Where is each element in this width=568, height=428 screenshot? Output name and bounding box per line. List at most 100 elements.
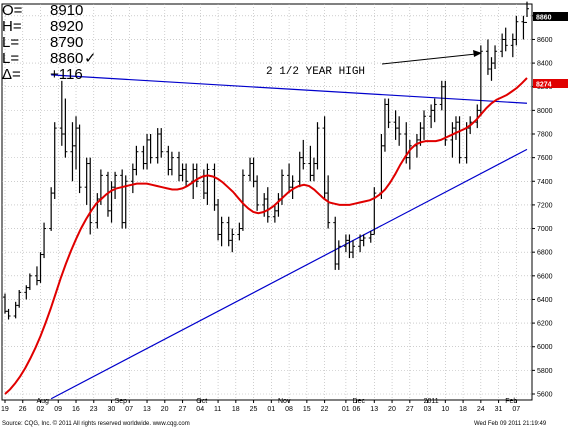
y-tick-label: 7400 <box>537 179 553 186</box>
price-bar <box>77 124 82 194</box>
price-bar <box>240 169 245 231</box>
price-bar <box>361 234 366 247</box>
y-tick-label: 5600 <box>537 392 553 399</box>
price-bar <box>169 151 174 176</box>
annotation-text: 2 1/2 YEAR HIGH <box>266 66 365 78</box>
close-value: 8860 <box>50 50 83 67</box>
y-tick-label: 7800 <box>537 132 553 139</box>
price-bar <box>230 228 235 253</box>
price-bar <box>315 122 320 170</box>
x-tick-label: 19 <box>1 406 9 413</box>
price-bar <box>525 1 529 23</box>
price-bar <box>123 175 128 229</box>
x-tick-label: 16 <box>72 406 80 413</box>
y-tick-label: 5800 <box>537 368 553 375</box>
month-label: Feb <box>505 398 517 405</box>
ohlc-readout: O= 8910 H= 8920 L= 8790 L= 8860 ✓ Δ= +11… <box>2 2 97 83</box>
open-label: O= <box>2 2 23 19</box>
x-tick-label: 09 <box>54 406 62 413</box>
ma-price-box <box>533 79 568 88</box>
plot-frame <box>1 3 533 401</box>
y-tick-label: 7000 <box>537 226 553 233</box>
price-bar <box>52 122 57 199</box>
month-label: Sep <box>115 398 128 405</box>
high-label: H= <box>2 18 22 35</box>
price-bar <box>205 163 210 205</box>
footer-copyright: Source: CQG, Inc. © 2011 All rights rese… <box>2 420 190 427</box>
x-tick-label: 27 <box>179 406 187 413</box>
support-trendline <box>50 148 528 400</box>
x-tick-label: 15 <box>303 406 311 413</box>
resistance-trendline <box>51 74 528 104</box>
x-tick-label: 20 <box>388 406 396 413</box>
price-bar <box>503 27 508 52</box>
low-label: L= <box>2 34 19 51</box>
price-bar <box>478 45 483 117</box>
price-bar <box>290 175 295 199</box>
ma-price-label: 8274 <box>536 82 552 89</box>
price-bar <box>27 273 32 290</box>
price-bar <box>422 110 427 140</box>
x-tick-label: 04 <box>196 406 204 413</box>
price-bar <box>88 157 93 235</box>
annotation-arrowhead <box>473 50 482 57</box>
price-bar <box>372 187 377 235</box>
y-tick-label: 7200 <box>537 202 553 209</box>
x-tick-label: 03 <box>424 406 432 413</box>
x-tick-label: 20 <box>161 406 169 413</box>
price-bar <box>159 128 164 158</box>
price-bar <box>397 116 402 146</box>
price-bar <box>386 98 391 129</box>
x-tick-label: 13 <box>370 406 378 413</box>
month-label: Nov <box>278 398 291 405</box>
annotation-arrow <box>381 53 477 65</box>
x-tick-label: 18 <box>459 406 467 413</box>
price-bar <box>265 187 270 223</box>
x-tick-label: 06 <box>353 406 361 413</box>
x-tick-label: 26 <box>19 406 27 413</box>
x-tick-label: 02 <box>37 406 45 413</box>
last-price-label: 8860 <box>536 15 552 22</box>
price-bar <box>6 308 11 320</box>
price-bar <box>457 116 462 164</box>
price-bar <box>336 240 341 270</box>
x-tick-label: 07 <box>125 406 133 413</box>
x-tick-label: 10 <box>441 406 449 413</box>
y-tick-label: 6200 <box>537 321 553 328</box>
x-tick-label: 08 <box>285 406 293 413</box>
y-tick-label: 8600 <box>537 37 553 44</box>
x-tick-label: 31 <box>495 406 503 413</box>
low-value: 8790 <box>50 34 83 51</box>
x-tick-label: 07 <box>512 406 520 413</box>
price-bar <box>148 134 153 164</box>
y-tick-label: 7600 <box>537 155 553 162</box>
open-value: 8910 <box>50 2 83 19</box>
price-bar <box>407 139 412 170</box>
change-label: Δ= <box>2 66 21 83</box>
price-bar <box>443 80 448 146</box>
y-tick-label: 8000 <box>537 108 553 115</box>
x-axis: 19 26 02 09 16 23 30 07 13 20 27 04 11 18 25 01 08 15 22 01… <box>1 398 520 413</box>
last-price-box <box>533 12 568 21</box>
price-bar <box>432 98 437 123</box>
price-bar <box>42 222 47 259</box>
price-bar <box>184 163 189 188</box>
price-bar <box>17 290 22 308</box>
close-check-mark: ✓ <box>84 50 97 67</box>
y-tick-label: 6600 <box>537 273 553 280</box>
price-bar <box>301 139 306 170</box>
price-bar <box>514 15 519 46</box>
close-label: L= <box>2 50 19 67</box>
y-tick-label: 6400 <box>537 297 553 304</box>
y-tick-label: 8400 <box>537 61 553 68</box>
price-bar <box>134 145 139 176</box>
month-label: Dec <box>353 398 366 405</box>
month-label: 2011 <box>424 398 439 405</box>
x-tick-label: 27 <box>406 406 414 413</box>
price-bar <box>219 216 224 247</box>
price-bar <box>351 240 355 259</box>
x-tick-label: 01 <box>267 406 275 413</box>
moving-average-line <box>4 77 528 395</box>
